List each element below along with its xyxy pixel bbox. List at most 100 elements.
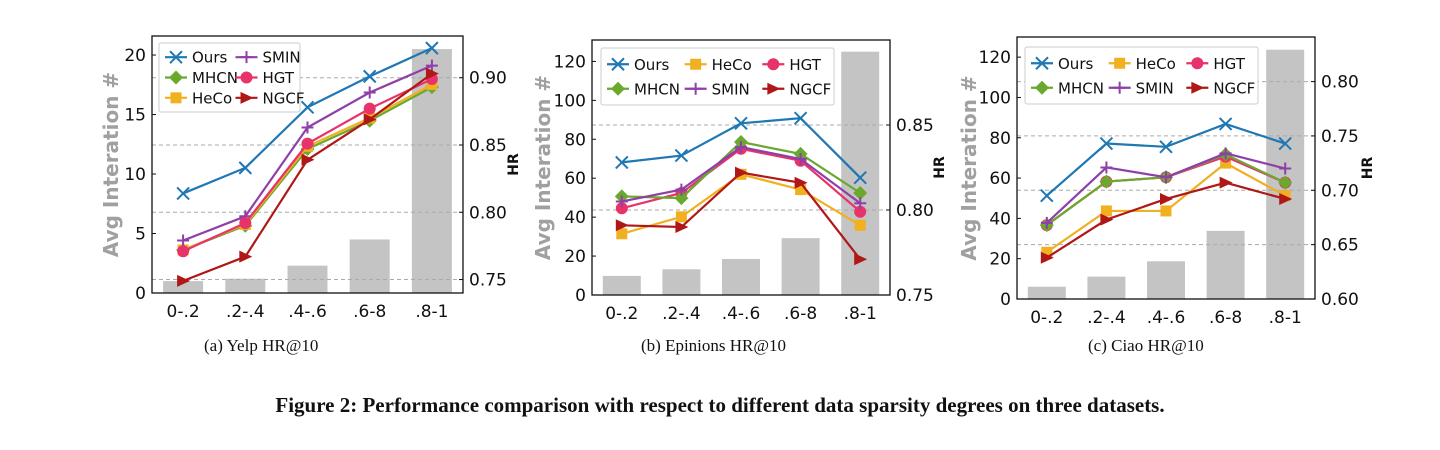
y-tick-label: 80 bbox=[989, 129, 1011, 149]
legend-item-hgt: HGT bbox=[762, 56, 822, 74]
data-point bbox=[1100, 205, 1112, 217]
legend-item-mhcn: MHCN bbox=[607, 80, 680, 98]
y2-tick-label: 0.75 bbox=[469, 271, 507, 291]
y-tick-label: 5 bbox=[135, 225, 146, 245]
y-tick-label: 15 bbox=[124, 106, 146, 126]
data-point bbox=[1278, 175, 1293, 190]
data-point bbox=[616, 228, 628, 240]
data-point bbox=[675, 211, 687, 223]
x-tick-label: .6-8 bbox=[353, 302, 386, 322]
data-point bbox=[1041, 246, 1053, 258]
data-point bbox=[1279, 162, 1292, 175]
y2-tick-label: 0.75 bbox=[896, 286, 934, 306]
data-point bbox=[615, 155, 629, 170]
y2-axis-label: HR bbox=[506, 153, 522, 176]
y2-tick-label: 0.75 bbox=[1321, 127, 1359, 147]
y-tick-label: 40 bbox=[564, 208, 586, 228]
data-point bbox=[674, 191, 689, 206]
legend-box bbox=[158, 42, 301, 113]
data-point bbox=[854, 197, 867, 210]
data-point bbox=[239, 217, 252, 230]
x-tick-label: .8-1 bbox=[1269, 308, 1302, 328]
bar bbox=[781, 238, 820, 295]
x-tick-label: 0-.2 bbox=[1030, 308, 1063, 328]
legend-marker bbox=[1113, 81, 1126, 94]
y2-tick-label: 0.70 bbox=[1321, 181, 1359, 201]
legend-label: Ours bbox=[1058, 55, 1093, 73]
y-tick-label: 120 bbox=[979, 48, 1011, 68]
legend-label: MHCN bbox=[634, 80, 680, 98]
y2-tick-label: 0.80 bbox=[469, 203, 507, 223]
legend-item-mhcn: MHCN bbox=[165, 69, 238, 87]
x-tick-label: 0-.2 bbox=[167, 302, 200, 322]
legend-item-hgt: HGT bbox=[235, 69, 295, 87]
y2-tick-label: 0.80 bbox=[1321, 73, 1359, 93]
series-smin bbox=[615, 141, 867, 210]
y-tick-label: 60 bbox=[564, 169, 586, 189]
data-point bbox=[675, 221, 689, 233]
legend-label: MHCN bbox=[1058, 79, 1104, 97]
legend: Ours MHCN HeCo SMIN HGT NGCF bbox=[158, 42, 305, 113]
bar bbox=[1027, 286, 1066, 299]
data-point bbox=[1218, 117, 1233, 131]
data-point bbox=[1100, 161, 1113, 174]
x-tick-label: .2-.4 bbox=[1087, 308, 1126, 328]
series-ngcf bbox=[177, 67, 439, 287]
y-axis-label: Avg Interation # bbox=[957, 75, 981, 260]
caption-a: (a) Yelp HR@10 bbox=[204, 336, 319, 355]
data-point bbox=[301, 121, 314, 134]
legend-label: NGCF bbox=[263, 89, 305, 107]
y-tick-label: 20 bbox=[564, 247, 586, 267]
data-point bbox=[363, 86, 376, 99]
y-axis-label: Avg Interation # bbox=[99, 72, 123, 257]
data-point bbox=[1100, 213, 1114, 226]
x-tick-label: .8-1 bbox=[415, 302, 448, 322]
data-point bbox=[1159, 140, 1173, 154]
data-point bbox=[1219, 176, 1233, 189]
legend-label: MHCN bbox=[192, 69, 238, 87]
legend-label: Ours bbox=[634, 56, 669, 74]
legend: Ours HeCo HGT MHCN SMIN NGCF bbox=[1024, 46, 1259, 105]
data-point bbox=[615, 219, 629, 232]
data-point bbox=[854, 219, 866, 231]
legend-marker bbox=[1191, 81, 1205, 94]
data-point bbox=[425, 41, 439, 55]
bar bbox=[1206, 230, 1245, 299]
legend-marker bbox=[1035, 80, 1049, 95]
data-point bbox=[853, 170, 867, 185]
y-tick-label: 60 bbox=[989, 169, 1011, 189]
legend-marker bbox=[611, 57, 625, 71]
legend-marker bbox=[240, 51, 253, 64]
legend-marker bbox=[767, 58, 780, 71]
x-tick-label: .2-.4 bbox=[226, 302, 265, 322]
bar bbox=[722, 258, 760, 295]
legend-item-ngcf: NGCF bbox=[1186, 79, 1255, 97]
y-tick-label: 120 bbox=[554, 52, 586, 72]
data-point bbox=[735, 166, 748, 179]
data-point bbox=[363, 113, 377, 126]
data-point bbox=[1160, 171, 1172, 184]
data-point bbox=[363, 102, 376, 115]
series-line bbox=[621, 173, 861, 235]
chart-panel: 0 5 10 15 20 0.75 0.80 0.85 0.90 0-.2 .2-.4 .4-.6 .6… bbox=[99, 35, 522, 322]
legend-label: HeCo bbox=[1136, 55, 1176, 73]
y2-tick-label: 0.65 bbox=[1321, 236, 1359, 256]
caption-c: (c) Ciao HR@10 bbox=[1088, 336, 1204, 355]
chart-panel: 0 20 40 60 80 100 120 0.75 0.80 0.85 0-.2 .2-.4 .4-.… bbox=[531, 39, 948, 324]
data-point bbox=[615, 202, 628, 215]
bar bbox=[163, 281, 204, 293]
plot-frame bbox=[151, 35, 464, 294]
data-point bbox=[735, 141, 747, 154]
y2-axis-label: HR bbox=[932, 156, 948, 179]
y-tick-label: 0 bbox=[1000, 290, 1011, 310]
legend-item-hgt: HGT bbox=[1186, 55, 1246, 73]
y2-tick-label: 0.85 bbox=[469, 136, 507, 156]
data-point bbox=[1099, 136, 1114, 151]
x-tick-label: .4-.6 bbox=[1147, 308, 1186, 328]
x-tick-label: .4-.6 bbox=[722, 304, 761, 324]
data-point bbox=[301, 137, 314, 150]
data-point bbox=[301, 153, 315, 166]
data-point bbox=[853, 186, 868, 200]
data-point bbox=[362, 69, 377, 84]
